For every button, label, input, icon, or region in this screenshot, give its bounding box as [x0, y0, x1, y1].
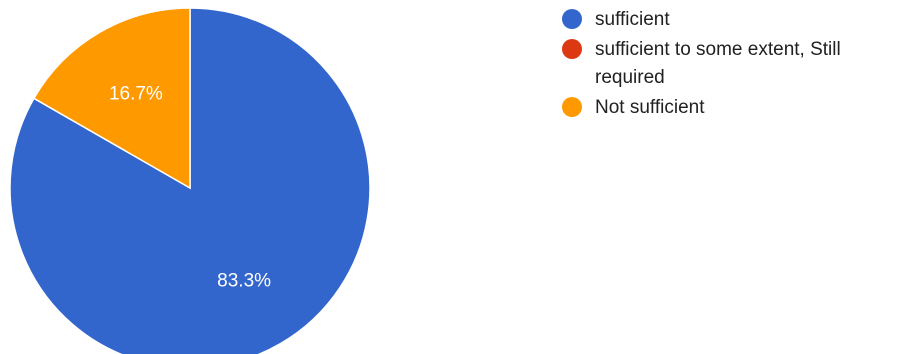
pie-slice-not-sufficient[interactable] — [32, 7, 191, 190]
legend-item-sufficient[interactable]: sufficient — [562, 6, 907, 34]
legend-swatch-not-sufficient — [562, 97, 582, 117]
legend-item-sufficient-to-some-extent[interactable]: sufficient to some extent, Still require… — [562, 36, 907, 92]
legend-swatch-sufficient — [562, 9, 582, 29]
legend-swatch-sufficient-to-some-extent — [562, 39, 582, 59]
legend-label-not-sufficient: Not sufficient — [595, 97, 705, 118]
chart-legend: sufficient sufficient to some extent, St… — [562, 6, 907, 124]
pie-slice-labels: 83.3% 16.7% — [109, 84, 271, 292]
legend-label-sufficient: sufficient — [595, 9, 670, 30]
pie-label-sufficient: 83.3% — [217, 270, 271, 291]
pie-slice-sufficient[interactable] — [9, 7, 371, 354]
legend-label-sufficient-to-some-extent: sufficient to some extent, Still require… — [595, 39, 841, 88]
pie-label-not-sufficient: 16.7% — [109, 84, 163, 105]
legend-item-not-sufficient[interactable]: Not sufficient — [562, 94, 907, 122]
pie-slices — [9, 7, 371, 354]
